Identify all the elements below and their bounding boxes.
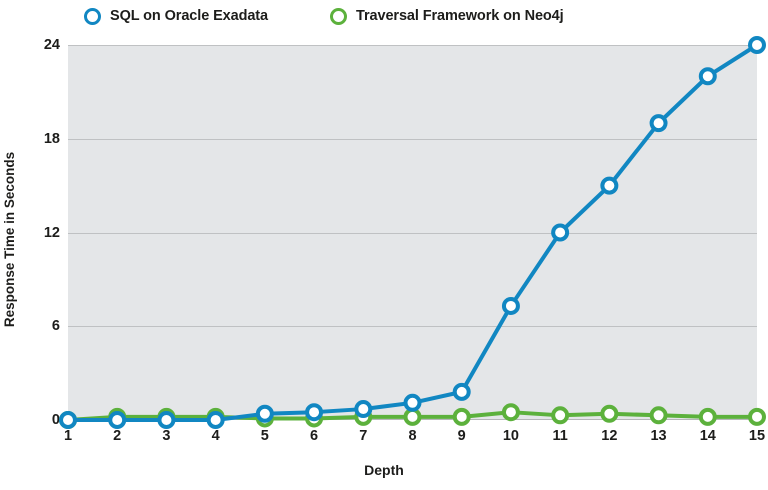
- data-point[interactable]: [452, 407, 471, 426]
- x-tick-14: 14: [699, 428, 716, 444]
- line-sql-oracle-exadata: [66, 43, 759, 422]
- x-tick-11: 11: [552, 428, 568, 444]
- data-point[interactable]: [551, 223, 570, 242]
- x-axis-title: Depth: [364, 462, 404, 478]
- data-point[interactable]: [403, 393, 422, 412]
- data-point[interactable]: [698, 67, 717, 86]
- data-point[interactable]: [108, 411, 127, 429]
- data-point[interactable]: [157, 411, 176, 429]
- x-tick-8: 8: [408, 428, 417, 444]
- circle-outline-icon: [330, 7, 348, 25]
- chart-legend: SQL on Oracle Exadata Traversal Framewor…: [0, 0, 768, 32]
- data-point[interactable]: [59, 411, 77, 429]
- x-tick-1: 1: [63, 428, 73, 444]
- data-point[interactable]: [206, 411, 225, 429]
- data-point[interactable]: [600, 404, 619, 423]
- data-point[interactable]: [551, 406, 570, 425]
- x-tick-2: 2: [113, 428, 122, 444]
- legend-label-sql-oracle-exadata: SQL on Oracle Exadata: [110, 8, 269, 24]
- data-point[interactable]: [649, 114, 668, 133]
- x-tick-10: 10: [502, 428, 519, 444]
- legend-item-sql-oracle-exadata[interactable]: SQL on Oracle Exadata: [84, 7, 269, 25]
- x-tick-15: 15: [748, 428, 766, 444]
- data-point[interactable]: [748, 36, 766, 54]
- data-point[interactable]: [748, 407, 766, 426]
- x-tick-12: 12: [601, 428, 618, 444]
- x-tick-9: 9: [457, 428, 466, 444]
- data-point[interactable]: [600, 176, 619, 195]
- data-point[interactable]: [354, 400, 373, 419]
- data-point[interactable]: [452, 382, 471, 401]
- data-point[interactable]: [255, 404, 274, 423]
- circle-outline-icon: [84, 7, 101, 25]
- legend-label-traversal-framework-neo4j: Traversal Framework on Neo4j: [356, 8, 564, 24]
- legend-item-traversal-framework-neo4j[interactable]: Traversal Framework on Neo4j: [330, 7, 564, 25]
- series-sql-oracle-exadata: [59, 36, 766, 429]
- x-tick-3: 3: [162, 428, 171, 444]
- data-point[interactable]: [305, 403, 324, 422]
- data-point[interactable]: [698, 407, 717, 426]
- gridline-6: [68, 326, 757, 328]
- data-point[interactable]: [501, 403, 520, 422]
- x-tick-13: 13: [650, 428, 667, 444]
- data-point[interactable]: [403, 407, 422, 426]
- data-point[interactable]: [649, 406, 668, 425]
- x-tick-6: 6: [310, 428, 319, 444]
- markers-sql-oracle-exadata: [59, 36, 766, 429]
- x-tick-7: 7: [359, 428, 368, 444]
- gridline-18: [68, 138, 757, 140]
- gridline-24: [68, 45, 757, 46]
- x-tick-4: 4: [211, 428, 220, 444]
- data-point[interactable]: [501, 296, 520, 315]
- x-tick-5: 5: [260, 428, 269, 444]
- gridline-12: [68, 232, 757, 234]
